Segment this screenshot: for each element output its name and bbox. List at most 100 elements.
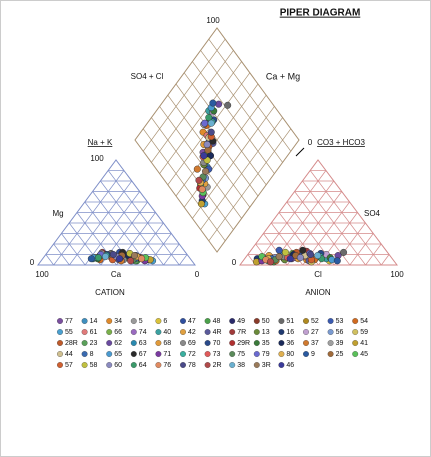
legend-label: 37 — [311, 340, 319, 347]
legend-swatch — [204, 362, 211, 368]
legend-swatch — [253, 340, 260, 346]
legend-swatch — [180, 362, 186, 368]
legend-swatch — [155, 362, 162, 368]
grid-line — [255, 170, 327, 266]
legend-swatch — [180, 351, 186, 357]
legend-label: 51 — [286, 318, 294, 325]
legend-swatch — [303, 351, 309, 357]
cation-apex-value: 100 — [90, 154, 104, 163]
anion-point — [267, 258, 275, 266]
diamond-point — [201, 119, 209, 127]
diamond-point — [197, 200, 205, 208]
legend-label: 48 — [213, 318, 221, 325]
legend-label: 9 — [311, 351, 315, 358]
legend-label: 76 — [163, 362, 171, 369]
legend-label: 23 — [90, 340, 98, 347]
legend-swatch — [57, 362, 63, 368]
legend-label: 74 — [139, 329, 147, 336]
legend-label: 29R — [237, 340, 250, 347]
grid-line — [61, 233, 86, 266]
legend-label: 58 — [90, 362, 98, 369]
legend-swatch — [180, 329, 186, 335]
legend-label: 36 — [286, 340, 294, 347]
cation-left-zero: 0 — [30, 258, 35, 267]
cation-bottom-label: Ca — [111, 270, 122, 279]
legend-swatch — [253, 318, 260, 324]
legend-swatch — [81, 362, 88, 368]
grid-line — [183, 72, 267, 186]
legend-swatch — [253, 351, 260, 357]
grid-line — [167, 72, 251, 186]
legend-swatch — [106, 340, 113, 346]
legend-swatch — [352, 351, 359, 357]
legend-label: 4R — [213, 329, 222, 336]
diamond-point — [215, 100, 223, 108]
grid-line — [175, 83, 259, 197]
diamond-outline — [134, 27, 300, 253]
cation-bottom-right: 0 — [195, 270, 200, 279]
legend-label: 47 — [188, 318, 196, 325]
legend-swatch — [81, 318, 88, 324]
grid-line — [159, 61, 242, 174]
legend-swatch — [229, 351, 236, 357]
legend-label: 42 — [188, 329, 196, 336]
anion-title: ANION — [305, 288, 331, 297]
legend-swatch — [327, 351, 334, 357]
legend-label: 59 — [360, 329, 368, 336]
legend-swatch — [278, 362, 285, 368]
grid-line — [100, 180, 164, 266]
diamond-top-value: 100 — [206, 16, 220, 25]
legend-label: 13 — [262, 329, 270, 336]
legend-label: 16 — [286, 329, 294, 336]
legend-swatch — [106, 318, 113, 324]
legend-label: 71 — [163, 351, 171, 358]
legend-swatch — [204, 329, 211, 335]
diamond-point — [202, 167, 210, 175]
grid-line — [45, 254, 54, 266]
legend-swatch — [106, 362, 113, 368]
arrow — [295, 147, 305, 157]
legend-swatch — [327, 329, 334, 335]
anion-point — [275, 253, 283, 261]
legend-swatch — [327, 340, 334, 346]
anion-bottom-label: Cl — [314, 270, 322, 279]
legend-label: 77 — [65, 318, 73, 325]
grid-line — [302, 180, 366, 266]
legend-label: 25 — [336, 351, 344, 358]
legend-swatch — [57, 318, 63, 324]
legend-label: 55 — [65, 329, 73, 336]
legend-label: 61 — [90, 329, 98, 336]
anion-apex-label: CO3 + HCO3 — [317, 138, 365, 147]
legend-label: 65 — [114, 351, 122, 358]
legend-label: 14 — [90, 318, 98, 325]
legend-label: 40 — [163, 329, 171, 336]
legend-label: 53 — [336, 318, 344, 325]
legend-label: 60 — [114, 362, 122, 369]
triangle-outline — [239, 159, 399, 266]
legend-swatch — [278, 340, 285, 346]
legend-label: 39 — [336, 340, 344, 347]
triangle-outline — [37, 159, 197, 266]
legend-label: 27 — [311, 329, 319, 336]
legend-swatch — [130, 351, 137, 357]
legend-swatch — [155, 351, 162, 357]
legend-label: 35 — [262, 340, 270, 347]
legend-label: 63 — [139, 340, 147, 347]
legend-swatch — [229, 329, 236, 335]
grid-line — [69, 180, 133, 266]
diamond-point — [198, 185, 206, 193]
anion-bottom-right: 100 — [390, 270, 404, 279]
cation-bottom-left: 100 — [35, 270, 49, 279]
legend-swatch — [57, 329, 63, 335]
cation-apex-label: Na + K — [88, 138, 113, 147]
legend-label: 72 — [188, 351, 196, 358]
legend-label: 3R — [262, 362, 271, 369]
grid-line — [84, 191, 140, 266]
anion-point — [314, 252, 322, 260]
anion-point — [340, 248, 348, 256]
anion-point — [299, 246, 307, 254]
grid-line — [309, 170, 382, 266]
legend-swatch — [352, 329, 359, 335]
